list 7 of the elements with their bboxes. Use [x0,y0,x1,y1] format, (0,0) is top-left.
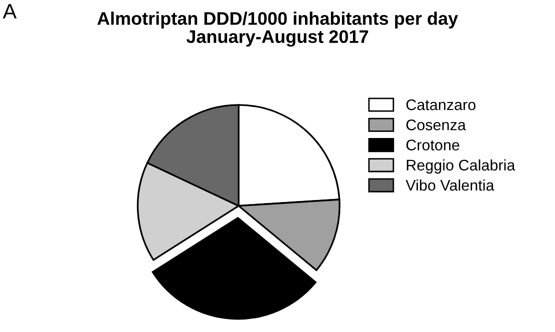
text: A [2,4,17,18]
legend-label: Vibo Valentia [406,179,494,191]
legend-label: Reggio Calabria [406,159,516,174]
legend-label: Catanzaro [406,99,476,110]
chart-title: Almotriptan DDD/1000 inhabitants per day January-August 2017 [97,12,458,47]
legend-label: Cosenza [406,120,466,130]
legend-label: Crotone [406,140,460,150]
